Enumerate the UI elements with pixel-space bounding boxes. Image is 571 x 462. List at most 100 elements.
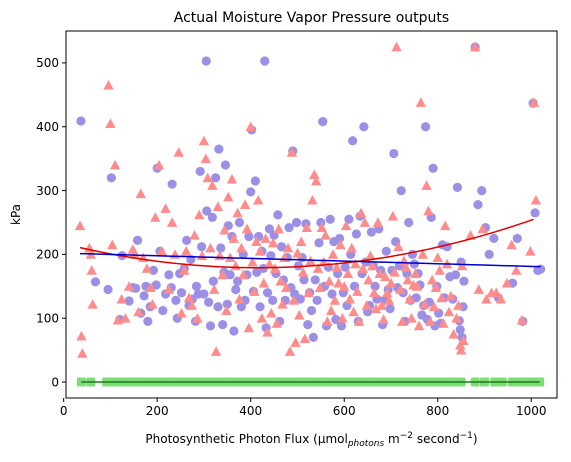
data-point [325,214,335,224]
data-point [374,268,385,278]
trend-line [80,252,541,268]
data-point [310,175,322,186]
data-point [216,243,226,253]
data-point [312,263,324,273]
data-point [359,217,371,227]
data-point [528,97,540,107]
data-point [455,325,465,335]
y-tick-label: 300 [36,184,59,198]
data-point [225,270,235,280]
data-point [103,284,113,295]
data-point [432,252,443,263]
data-point [436,292,447,303]
data-point [200,153,212,164]
data-point [404,217,414,228]
data-point [147,298,158,309]
data-point [183,292,195,303]
data-point [212,201,224,211]
data-point [387,210,399,221]
data-point [234,293,245,304]
data-point [357,263,369,273]
data-point [109,159,121,170]
data-point [415,97,427,107]
data-point [207,212,217,222]
data-point [368,287,380,298]
data-point [296,236,307,247]
data-point [434,265,445,275]
data-point [173,147,184,157]
data-point [276,242,287,252]
data-point [421,180,432,190]
data-point [260,233,271,243]
data-point [303,287,314,298]
data-point [199,289,209,299]
data-point [489,233,499,244]
x-axis-title-part: second [413,432,460,446]
data-point [256,313,268,323]
data-point [443,306,455,317]
data-point [186,300,197,310]
data-point [214,250,226,261]
data-point [264,224,275,234]
data-point [411,293,421,303]
data-point [214,144,224,154]
data-point [182,235,192,245]
data-point [143,316,153,327]
data-point [292,247,303,258]
y-tick-label: 0 [51,375,59,389]
data-point [204,297,214,307]
data-point [337,313,348,323]
x-axis-title-part: m [384,432,400,446]
data-point [352,286,363,296]
data-point [76,330,87,341]
data-point [423,205,434,216]
data-point [411,281,423,291]
data-point [271,318,283,328]
y-axis-title: kPa [9,204,23,225]
data-point [348,136,358,146]
data-point [255,302,265,312]
data-point [312,295,322,305]
data-point [389,148,399,159]
data-point [145,282,156,293]
data-point [420,122,431,132]
data-point [426,274,438,285]
data-point [348,306,359,317]
data-point [124,296,134,306]
data-point [198,135,210,146]
data-point [293,261,304,271]
data-point [120,313,131,323]
data-point [382,287,393,298]
data-point [86,265,97,275]
data-point [410,268,421,278]
data-point [409,259,419,269]
data-point [495,293,507,304]
data-point [223,191,234,202]
data-point [213,302,223,312]
data-point [123,281,135,291]
data-point [484,249,494,259]
data-point [448,328,459,339]
data-point [290,337,301,347]
data-point [151,280,161,290]
data-point [176,288,187,298]
data-point [192,313,203,323]
data-point [273,223,284,234]
data-point [221,305,232,315]
data-point [277,298,288,309]
data-point [171,295,181,305]
data-point [299,333,311,344]
data-point [243,322,255,333]
data-point [465,230,476,240]
data-point [335,239,346,250]
data-point [228,233,240,243]
x-tick-label: 400 [239,404,262,418]
data-point [339,281,350,291]
data-point [222,299,232,309]
data-point [201,56,211,66]
data-point [351,229,361,239]
data-point [105,118,116,128]
x-axis-title-superscript-2: −1 [460,431,473,441]
x-tick-label: 0 [60,404,68,418]
